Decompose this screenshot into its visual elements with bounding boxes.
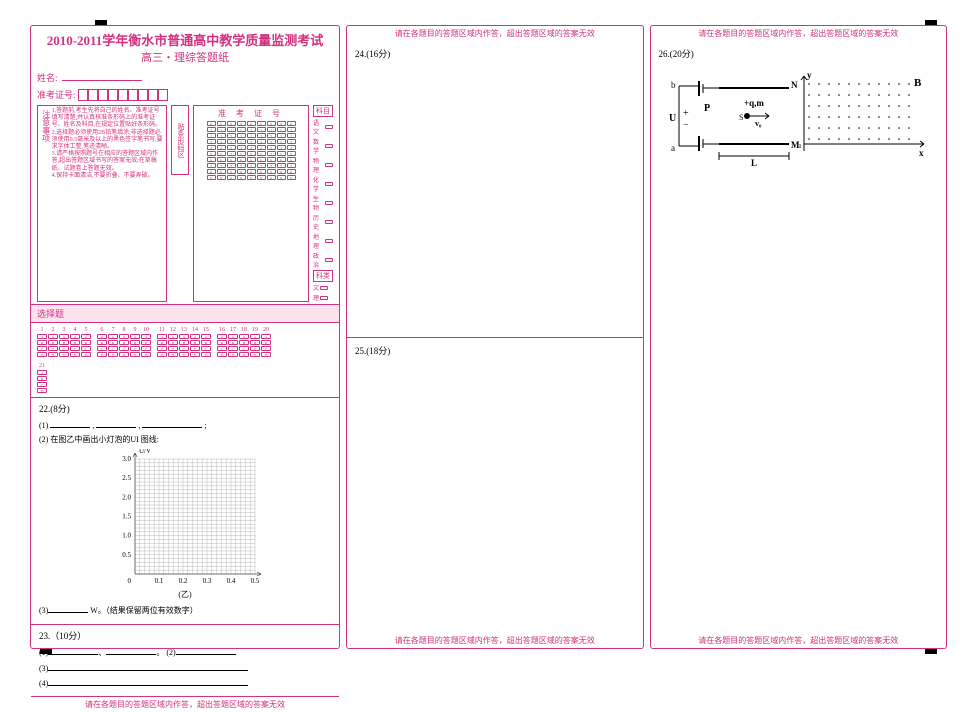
q23-1c: 。 (2) [156,648,175,657]
name-label: 姓名: [37,71,58,84]
svg-text:v₀: v₀ [755,119,762,128]
q22-1: (1) [39,421,48,430]
question-25: 25.(18分) [347,338,643,634]
notice-label: 注意事项 [40,108,52,299]
svg-text:0.3: 0.3 [203,577,212,585]
q25-head: 25.(18分) [355,344,635,357]
q23-4: (4) [39,679,48,688]
question-24: 24.(16分) [347,41,643,338]
svg-text:0.5: 0.5 [251,577,260,585]
barcode-area: 贴条形码区 [171,105,189,175]
column-3: 请在各题目的答题区域内作答，超出答题区域的答案无效 26.(20分) b a U +−… [650,25,948,649]
blank[interactable] [50,419,90,428]
blank[interactable] [48,662,248,671]
chart-caption: (乙) [105,589,265,600]
notice-text: 1.答题前,考生先将自己的姓名、准考证号填写清楚,并认真核准条形码上的准考证号、… [52,108,164,299]
svg-text:2.5: 2.5 [122,474,131,482]
footer-warning: 请在各题目的答题区域内作答，超出答题区域的答案无效 [347,633,643,648]
svg-text:U/V: U/V [139,449,151,455]
svg-text:1.5: 1.5 [122,513,131,521]
blank[interactable] [142,419,202,428]
svg-text:u: u [797,141,801,150]
q22-2: (2) 在图乙中画出小灯泡的UI 图线: [39,434,331,445]
footer-warning: 请在各题目的答题区域内作答，超出答题区域的答案无效 [31,697,339,712]
svg-text:2.0: 2.0 [122,493,131,501]
q22-3b: W。（结果保留两位有效数字） [90,606,198,615]
svg-text:y: y [807,70,812,80]
choice-section[interactable]: 12345AAAAABBBBBCCCCCDDDDD678910AAAAABBBB… [31,323,339,398]
svg-text:L: L [751,158,757,168]
svg-text:U: U [669,113,676,124]
answer-sheet: 2010-2011学年衡水市普通高中教学质量监测考试 高三・理综答题纸 姓名: … [30,25,947,649]
svg-text:0: 0 [128,577,132,585]
q22-head: 22.(8分) [39,402,331,415]
blank[interactable] [176,646,236,655]
svg-text:0.1: 0.1 [155,577,164,585]
svg-text:0.4: 0.4 [227,577,236,585]
grid-chart-svg: 0.10.20.30.40.50.51.01.52.02.53.00I/AU/V [105,449,265,589]
blank[interactable] [48,677,248,686]
exam-subtitle: 高三・理综答题纸 [31,49,339,69]
column-1: 2010-2011学年衡水市普通高中教学质量监测考试 高三・理综答题纸 姓名: … [30,25,340,649]
svg-text:S: S [739,113,743,122]
svg-text:0.5: 0.5 [122,551,131,559]
svg-text:x: x [919,148,924,158]
column-2: 请在各题目的答题区域内作答，超出答题区域的答案无效 24.(16分) 25.(1… [346,25,644,649]
ticket-boxes[interactable] [78,89,168,101]
exam-title: 2010-2011学年衡水市普通高中教学质量监测考试 [31,26,339,49]
question-23: 23.（10分） (1) 、 。 (2) (3) (4) [31,625,339,697]
choice-section-label: 选择题 [31,304,339,323]
svg-text:1.0: 1.0 [122,532,131,540]
svg-text:0.2: 0.2 [179,577,188,585]
name-field[interactable] [62,71,142,81]
q23-3: (3) [39,664,48,673]
footer-warning: 请在各题目的答题区域内作答，超出答题区域的答案无效 [651,633,947,648]
q23-1b: 、 [98,648,106,657]
notice-box: 注意事项 1.答题前,考生先将自己的姓名、准考证号填写清楚,并认真核准条形码上的… [37,105,167,302]
bubble-title: 准 考 证 号 [196,108,306,119]
q24-head: 24.(16分) [355,47,635,60]
question-26: 26.(20分) baU+−PNM+q,mSv₀LuyxB [651,41,947,633]
blank[interactable] [48,646,98,655]
ticket-label: 准考证号: [37,88,76,101]
q26-diagram: baU+−PNM+q,mSv₀LuyxB [669,66,939,178]
question-22: 22.(8分) (1) , , ; (2) 在图乙中画出小灯泡的UI 图线: 0… [31,398,339,625]
q23-head: 23.（10分） [39,629,331,642]
svg-text:+: + [683,108,689,119]
id-bubble-grid[interactable]: 准 考 证 号 00000000011111111122222222233333… [193,105,309,302]
q23-1a: (1) [39,648,48,657]
svg-text:3.0: 3.0 [122,455,131,463]
svg-text:B: B [914,77,922,89]
svg-text:P: P [704,103,710,114]
svg-text:b: b [671,80,676,90]
svg-text:N: N [791,80,798,90]
blank[interactable] [48,604,88,613]
q22-3a: (3) [39,606,48,615]
subject-column: 科目语文数学物理化学生物历史地理政治科类文理 [313,105,333,302]
svg-text:+q,m: +q,m [744,98,764,108]
header-warning: 请在各题目的答题区域内作答，超出答题区域的答案无效 [651,26,947,41]
blank[interactable] [106,646,156,655]
physics-diagram-svg: baU+−PNM+q,mSv₀LuyxB [669,66,929,176]
q26-head: 26.(20分) [659,47,939,60]
blank[interactable] [96,419,136,428]
svg-text:a: a [671,143,675,153]
q22-chart: 0.10.20.30.40.50.51.01.52.02.53.00I/AU/V… [105,449,265,600]
svg-text:−: − [683,120,689,131]
header-warning: 请在各题目的答题区域内作答，超出答题区域的答案无效 [347,26,643,41]
